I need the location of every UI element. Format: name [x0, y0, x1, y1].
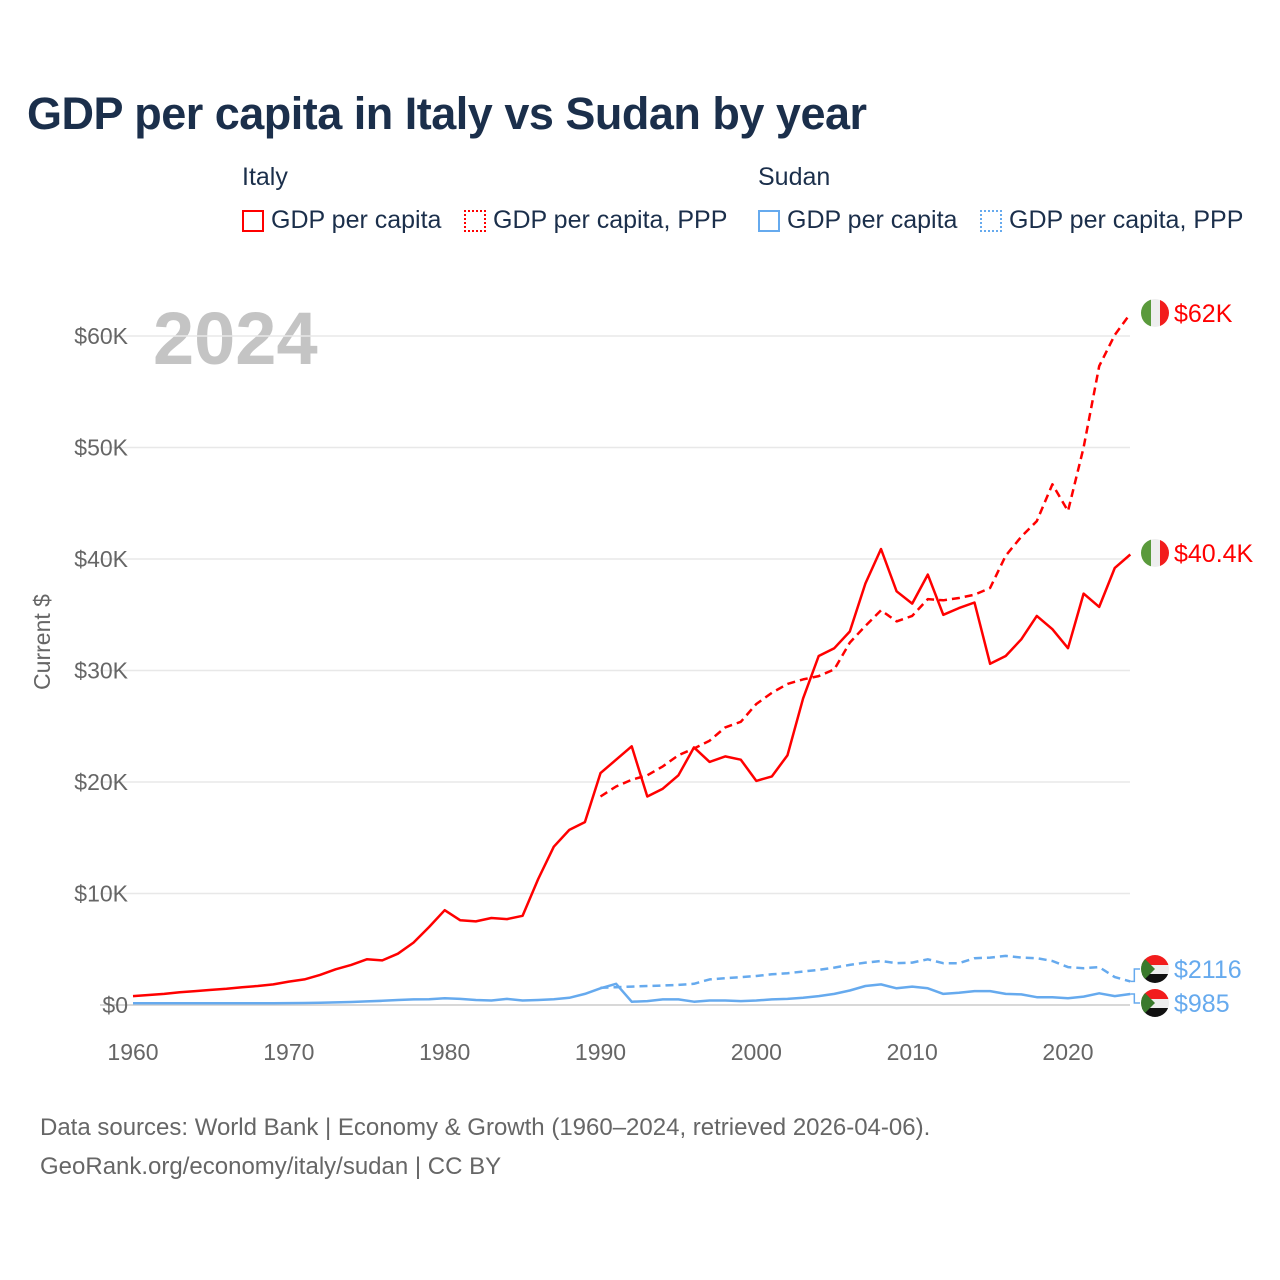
legend-swatch-dotted	[464, 209, 486, 232]
end-value-label: $2116	[1174, 956, 1242, 984]
chart-title: GDP per capita in Italy vs Sudan by year	[27, 88, 867, 139]
end-connector	[1130, 993, 1140, 1004]
legend-swatch-solid	[758, 209, 780, 232]
source-line-2[interactable]: GeoRank.org/economy/italy/sudan | CC BY	[40, 1153, 502, 1180]
y-tick-label: $30K	[74, 658, 128, 684]
x-tick-label: 2010	[887, 1039, 938, 1065]
x-tick-label: 2020	[1042, 1039, 1093, 1065]
year-watermark: 2024	[153, 297, 318, 380]
series-line-0	[132, 547, 1132, 998]
legend-swatch-solid	[242, 209, 264, 232]
x-tick-label: 1990	[575, 1039, 626, 1065]
legend-sudan-ppp[interactable]: GDP per capita, PPP	[980, 206, 1243, 235]
series-line-2	[133, 982, 1131, 1005]
y-tick-label: $20K	[74, 769, 128, 795]
y-tick-label: $40K	[74, 546, 128, 572]
end-value-label: $985	[1174, 990, 1230, 1018]
y-axis-label: Current $	[29, 594, 55, 690]
legend-label: GDP per capita	[271, 206, 442, 234]
legend-italy-gdp[interactable]: GDP per capita	[242, 206, 441, 235]
legend-label: GDP per capita, PPP	[1009, 206, 1244, 234]
series-line-1	[599, 312, 1132, 798]
italy-flag-icon	[1141, 299, 1169, 327]
end-connector	[1130, 968, 1140, 983]
x-tick-label: 1970	[263, 1039, 314, 1065]
end-value-label: $62K	[1174, 300, 1233, 328]
italy-flag-icon	[1141, 539, 1169, 567]
y-tick-label: $0	[102, 992, 128, 1018]
legend-sudan-gdp[interactable]: GDP per capita	[758, 206, 957, 235]
y-tick-label: $10K	[74, 881, 128, 907]
legend-label: GDP per capita, PPP	[493, 206, 728, 234]
legend-italy-ppp[interactable]: GDP per capita, PPP	[464, 206, 727, 235]
series-line-3	[600, 954, 1131, 989]
x-tick-label: 2000	[731, 1039, 782, 1065]
legend-label: GDP per capita	[787, 206, 958, 234]
source-note: Data sources: World Bank | Economy & Gro…	[40, 1108, 930, 1186]
sudan-flag-icon	[1141, 955, 1169, 983]
legend-group-italy: Italy	[242, 163, 288, 191]
chart-svg: 2024 Current $ $0 $10K $20K $30K $40K $50K $60…	[29, 297, 1254, 1065]
legend-swatch-dotted	[980, 209, 1002, 232]
source-line-1: Data sources: World Bank | Economy & Gro…	[40, 1114, 931, 1141]
x-tick-label: 1980	[419, 1039, 470, 1065]
x-tick-label: 1960	[107, 1039, 158, 1065]
y-tick-label: $50K	[74, 435, 128, 461]
y-tick-label: $60K	[74, 323, 128, 349]
sudan-flag-icon	[1141, 989, 1169, 1017]
legend-group-sudan: Sudan	[758, 163, 831, 191]
end-value-label: $40.4K	[1174, 540, 1254, 568]
